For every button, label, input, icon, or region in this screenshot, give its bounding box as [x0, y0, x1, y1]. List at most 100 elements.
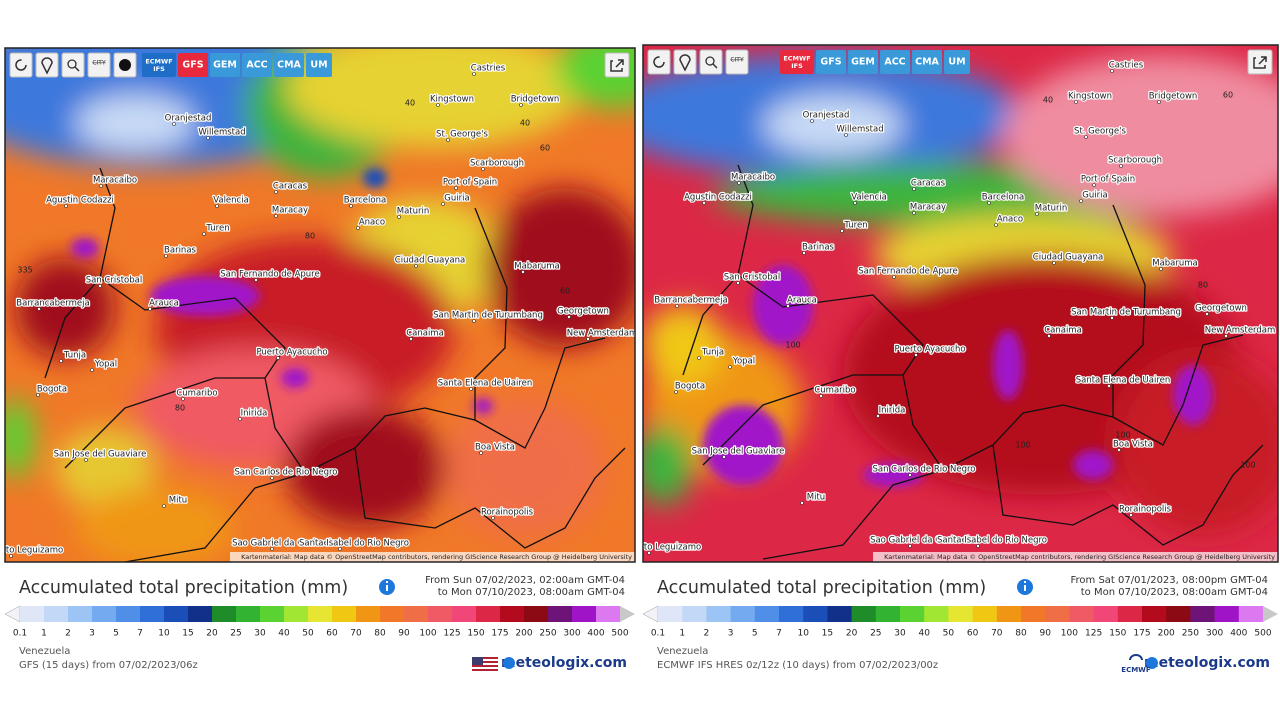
reload-icon — [15, 59, 27, 71]
model-button[interactable] — [780, 50, 814, 74]
city-label: Oranjestad — [803, 111, 850, 121]
city-marker — [215, 204, 219, 208]
flag-stripe — [472, 659, 498, 661]
city-label: Tunja — [63, 351, 86, 361]
share-icon — [1253, 56, 1267, 69]
city-marker — [409, 337, 413, 341]
city-marker — [479, 451, 483, 455]
city-label: Puerto Ayacucho — [894, 345, 965, 355]
scale-swatch — [500, 606, 525, 622]
precip-area — [703, 405, 783, 485]
city-toggle: CITY — [730, 57, 744, 64]
city-marker — [274, 214, 278, 218]
scale-label: 30 — [894, 629, 906, 639]
city-marker — [84, 458, 88, 462]
model-button[interactable] — [848, 50, 878, 74]
model-button[interactable] — [178, 53, 208, 77]
logo-mark — [1129, 654, 1143, 661]
scale-swatch — [1214, 606, 1240, 622]
city-label: Puerto Leguizamo — [625, 543, 701, 553]
model-button[interactable] — [944, 50, 970, 74]
contour-label: 60 — [560, 287, 570, 296]
precip-area — [1173, 365, 1213, 425]
model-button[interactable] — [242, 53, 272, 77]
scale-label: 400 — [587, 629, 604, 639]
city-marker — [1110, 69, 1114, 73]
city-label: Barinas — [164, 246, 196, 256]
scale-label: 250 — [539, 629, 556, 639]
tool-button[interactable] — [647, 49, 671, 75]
tool-button[interactable] — [673, 49, 697, 75]
model-label: ECMWF — [145, 57, 172, 65]
city-label: New Amsterdam — [567, 329, 638, 339]
map-frame — [4, 47, 636, 563]
model-label: GFS — [820, 57, 841, 68]
city-label: Willemstad — [836, 125, 883, 135]
city-marker — [1079, 199, 1083, 203]
city-marker — [98, 284, 102, 288]
zoom-icon — [67, 59, 77, 69]
brand: meteologix.com — [1144, 655, 1270, 671]
tool-button[interactable] — [699, 49, 723, 75]
tool-button[interactable] — [61, 52, 85, 78]
scale-label: 300 — [1206, 629, 1223, 639]
city-marker — [994, 223, 998, 227]
tool-button[interactable] — [725, 49, 749, 75]
city-label: Maracaibo — [731, 173, 775, 183]
tool-button[interactable] — [35, 52, 59, 78]
city-label: Guiria — [444, 194, 469, 204]
model-button[interactable] — [912, 50, 942, 74]
city-marker — [702, 201, 706, 205]
scale-label: 125 — [1085, 629, 1102, 639]
city-marker — [722, 455, 726, 459]
tool-button[interactable] — [9, 52, 33, 78]
scale-label: 2 — [704, 629, 710, 639]
model-button[interactable] — [306, 53, 332, 77]
city-label: Yopal — [732, 357, 755, 367]
city-marker — [181, 397, 185, 401]
precip-area — [75, 488, 235, 562]
city-marker — [491, 516, 495, 520]
city-marker — [469, 387, 473, 391]
zoom-icon — [712, 63, 718, 69]
scale-label: 3 — [728, 629, 734, 639]
city-label: Scarborough — [1108, 156, 1162, 166]
scale-swatch — [779, 606, 804, 622]
city-marker — [892, 275, 896, 279]
city-label: Sao Gabriel da Cachoeira — [232, 539, 340, 549]
city-marker — [446, 138, 450, 142]
city-label: Santa Isabel do Rio Negro — [937, 536, 1047, 546]
city-marker — [844, 133, 848, 137]
precip-area — [643, 425, 693, 505]
city-marker — [1047, 334, 1051, 338]
model-button[interactable] — [880, 50, 910, 74]
scale-label: 7 — [137, 629, 143, 639]
city-label: Maturin — [397, 207, 430, 217]
model-button[interactable] — [816, 50, 846, 74]
city-label: Caracas — [273, 182, 308, 192]
scale-swatch — [548, 606, 573, 622]
contour-label: 100 — [785, 341, 800, 350]
model-button[interactable] — [210, 53, 240, 77]
scale-swatch — [92, 606, 117, 622]
city-label: Kingstown — [1068, 92, 1112, 102]
city-marker — [737, 181, 741, 185]
precip-area — [285, 48, 585, 148]
model-run: GFS (15 days) from 07/02/2023/06z — [19, 660, 198, 671]
model-button[interactable] — [142, 53, 176, 77]
contour-label: 80 — [175, 404, 185, 413]
model-button[interactable] — [274, 53, 304, 77]
scale-swatch — [658, 606, 683, 622]
precip-area — [75, 95, 195, 151]
city-label: Agustin Codazzi — [46, 196, 114, 206]
precip-area — [71, 238, 99, 258]
scale-label: 15 — [822, 629, 833, 639]
tool-button[interactable] — [87, 52, 111, 78]
scale-label: 40 — [278, 629, 290, 639]
city-label: Mitu — [807, 493, 825, 503]
scale-label: 25 — [870, 629, 881, 639]
city-marker — [521, 270, 525, 274]
map-frame — [642, 44, 1279, 563]
scale-label: 40 — [918, 629, 930, 639]
